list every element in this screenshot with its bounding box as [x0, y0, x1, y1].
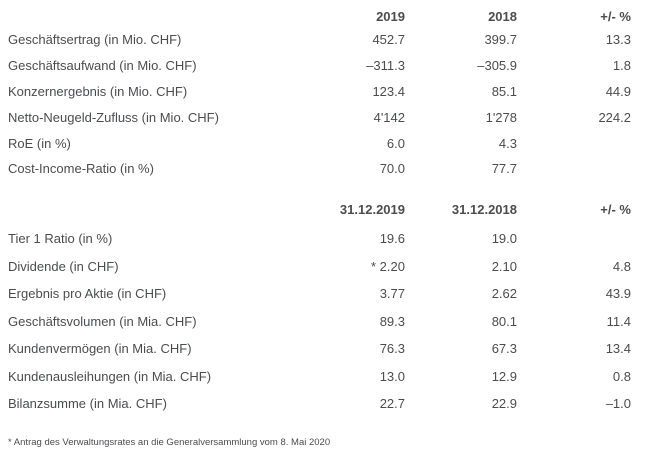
value-change-percent: 11.4	[606, 313, 631, 329]
table-row: Geschäftsvolumen (in Mia. CHF) 89.3 80.1 11…	[8, 307, 631, 335]
value-change-percent: 13.4	[605, 341, 631, 357]
value-change-percent: 224.2	[598, 109, 631, 125]
row-label: Kundenvermögen (in Mia. CHF)	[8, 341, 192, 357]
row-label: Cost-Income-Ratio (in %)	[8, 161, 154, 177]
row-label: Geschäftsertrag (in Mio. CHF)	[8, 32, 182, 48]
value-current-year: 6.0	[386, 135, 405, 151]
value-change-percent: –1.0	[605, 396, 631, 412]
row-label: Netto-Neugeld-Zufluss (in Mio. CHF)	[8, 109, 219, 125]
table-body: Tier 1 Ratio (in %) 19.6 19.0 Dividende (in…	[8, 222, 631, 418]
value-current-year: 13.0	[379, 368, 405, 384]
value-previous-year: 67.3	[491, 341, 517, 357]
column-header-change: +/- %	[600, 202, 631, 218]
value-previous-year: 4.3	[498, 135, 517, 151]
table-row: Kundenvermögen (in Mia. CHF) 76.3 67.3 13.4	[8, 335, 631, 363]
value-current-year: 4'142	[373, 109, 405, 125]
value-previous-year: –305.9	[477, 58, 517, 74]
value-previous-year: 19.0	[491, 231, 517, 247]
column-header-2019: 2019	[376, 8, 405, 24]
value-current-year: 89.3	[379, 313, 405, 329]
row-label: Konzernergebnis (in Mio. CHF)	[8, 83, 188, 99]
value-previous-year: 22.9	[491, 396, 517, 412]
value-change-percent: 4.8	[612, 258, 631, 274]
value-current-year: 452.7	[372, 32, 405, 48]
value-current-year: 123.4	[372, 83, 405, 99]
value-previous-year: 1'278	[485, 109, 517, 125]
row-label: Kundenausleihungen (in Mia. CHF)	[8, 368, 212, 384]
value-previous-year: 2.62	[491, 286, 517, 302]
table-row: Ergebnis pro Aktie (in CHF) 3.77 2.62 43.9	[8, 280, 631, 308]
table-header-row: 31.12.2019 31.12.2018 +/- %	[8, 198, 631, 222]
table-row: Netto-Neugeld-Zufluss (in Mio. CHF) 4'142…	[8, 104, 631, 130]
value-previous-year: 2.10	[491, 258, 517, 274]
key-figures-table: 2019 2018 +/- % Geschäftsertrag (in Mio.…	[0, 5, 649, 417]
value-previous-year: 80.1	[491, 313, 517, 329]
value-change-percent: 1.8	[612, 58, 631, 74]
value-current-year: –311.3	[366, 58, 405, 74]
row-label: Geschäftsaufwand (in Mio. CHF)	[8, 58, 197, 74]
row-label: RoE (in %)	[8, 135, 71, 151]
income-statement-section: 2019 2018 +/- % Geschäftsertrag (in Mio.…	[8, 5, 631, 182]
value-current-year: 19.6	[379, 231, 405, 247]
table-row: Cost-Income-Ratio (in %) 70.0 77.7	[8, 156, 631, 182]
column-header-31-12-2018: 31.12.2018	[451, 202, 517, 218]
value-change-percent: 0.8	[612, 368, 631, 384]
table-row: Kundenausleihungen (in Mia. CHF) 13.0 12.9…	[8, 362, 631, 390]
value-previous-year: 12.9	[491, 368, 517, 384]
table-row: Geschäftsaufwand (in Mio. CHF) –311.3 –305…	[8, 53, 631, 79]
table-row: Bilanzsumme (in Mia. CHF) 22.7 22.9 –1.0	[8, 390, 631, 418]
value-current-year: 3.77	[379, 286, 405, 302]
value-previous-year: 77.7	[491, 161, 517, 177]
column-header-change: +/- %	[600, 8, 631, 24]
table-header-row: 2019 2018 +/- %	[8, 5, 631, 27]
row-label: Dividende (in CHF)	[8, 258, 119, 274]
table-row: Tier 1 Ratio (in %) 19.6 19.0	[8, 225, 631, 253]
table-row: Konzernergebnis (in Mio. CHF) 123.4 85.1 44…	[8, 79, 631, 105]
value-change-percent: 44.9	[605, 83, 631, 99]
row-label: Geschäftsvolumen (in Mia. CHF)	[8, 313, 197, 329]
row-label: Ergebnis pro Aktie (in CHF)	[8, 286, 167, 302]
table-row: RoE (in %) 6.0 4.3	[8, 130, 631, 156]
table-row: Geschäftsertrag (in Mio. CHF) 452.7 399.7 1…	[8, 27, 631, 53]
value-current-year: 22.7	[379, 396, 405, 412]
column-header-31-12-2019: 31.12.2019	[339, 202, 405, 218]
balance-sheet-section: 31.12.2019 31.12.2018 +/- % Tier 1 Ratio…	[8, 198, 631, 418]
value-current-year: 70.0	[379, 161, 405, 177]
row-label: Tier 1 Ratio (in %)	[8, 231, 113, 247]
value-change-percent: 13.3	[605, 32, 631, 48]
value-current-year: 76.3	[379, 341, 405, 357]
value-current-year: * 2.20	[371, 258, 405, 274]
row-label: Bilanzsumme (in Mia. CHF)	[8, 396, 167, 412]
column-header-2018: 2018	[488, 8, 517, 24]
footnote: * Antrag des Verwaltungsrates an die Gen…	[8, 437, 331, 449]
value-change-percent: 43.9	[605, 286, 631, 302]
value-previous-year: 85.1	[491, 83, 517, 99]
value-previous-year: 399.7	[484, 32, 517, 48]
table-row: Dividende (in CHF) * 2.20 2.10 4.8	[8, 252, 631, 280]
table-body: Geschäftsertrag (in Mio. CHF) 452.7 399.7 1…	[8, 27, 631, 182]
